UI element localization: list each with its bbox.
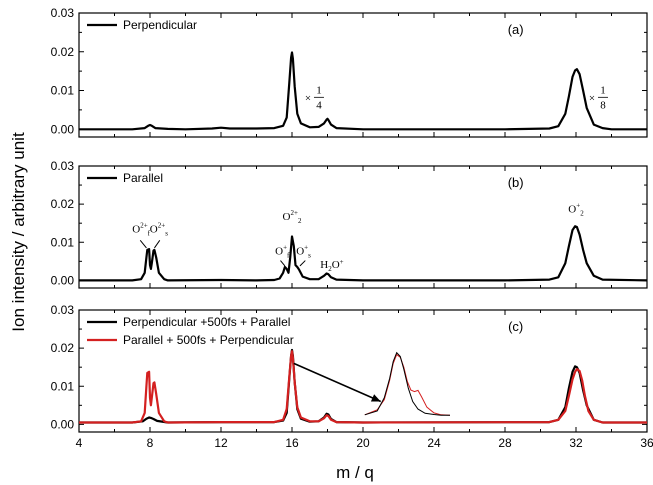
panel-2: 0.00 0.01 0.02 0.03 Perpendicular +500fs + P… — [51, 303, 647, 432]
peak-label-part: + — [304, 243, 308, 251]
label-pointer — [300, 261, 305, 266]
x-tick-label: 28 — [498, 436, 512, 450]
y-tick-label: 0.02 — [51, 197, 75, 211]
y-tick-label: 0.01 — [51, 235, 75, 249]
y-tick-label: 0.03 — [51, 303, 75, 317]
peak-label-part: O — [132, 224, 140, 236]
peak-label-part: 2+ — [291, 209, 299, 217]
peak-label-part: O — [283, 211, 291, 223]
peak-label-part: O — [568, 204, 576, 216]
x-tick-label: 24 — [427, 436, 441, 450]
peak-label-part: 2 — [298, 217, 302, 225]
peak-label-part: + — [283, 243, 287, 251]
series-line-0 — [79, 350, 647, 423]
y-tick-label: 0.03 — [51, 6, 75, 20]
panel-1: 0.000.010.020.03Parallel(b)O2+fO2+sO2+2O… — [51, 159, 647, 288]
y-tick-label: 0.00 — [51, 417, 75, 431]
y-tick-label: 0.03 — [51, 159, 75, 173]
legend-label: Perpendicular — [123, 18, 197, 32]
peak-label: O+s — [296, 243, 311, 259]
series-line-0 — [79, 53, 647, 130]
x-tick-label: 36 — [640, 436, 653, 450]
x-axis: 4 8 12 16 20 24 28 32 36 — [76, 436, 653, 450]
peak-label: H2O+ — [320, 258, 343, 273]
peak-label-part: + — [576, 202, 580, 210]
x-tick-label: 16 — [285, 436, 299, 450]
panels: 0.000.010.020.03Perpendicular(a)×14×180.… — [51, 6, 647, 432]
scale-annotation-numerator: 1 — [316, 84, 322, 96]
scale-annotation-numerator: 1 — [600, 84, 606, 96]
scale-annotation-denominator: 8 — [600, 99, 606, 111]
x-tick-label: 8 — [147, 436, 154, 450]
peak-label-part: 2+ — [158, 222, 166, 230]
x-axis-label: m / q — [336, 463, 374, 482]
peak-label-part: 2+ — [140, 222, 148, 230]
panel-label: (a) — [508, 22, 524, 37]
panel-label: (c) — [508, 319, 523, 334]
panel-0: 0.00 0.01 0.02 0.03 Perpendicular (a) × 1 4 × 1 8 — [51, 6, 647, 137]
panel-label: (b) — [508, 175, 524, 190]
x-tick-label: 20 — [356, 436, 370, 450]
x-tick-label: 4 — [76, 436, 83, 450]
peak-label: O2+2 — [283, 209, 302, 225]
inset-arrow-line — [294, 363, 381, 401]
series-line-0 — [79, 226, 647, 280]
y-tick-label: 0.02 — [51, 45, 75, 59]
scale-annotation-symbol: × — [589, 92, 595, 104]
x-tick-label: 32 — [569, 436, 583, 450]
label-pointer — [280, 261, 284, 266]
y-tick-label: 0.01 — [51, 84, 75, 98]
peak-label-part: 2 — [580, 210, 584, 218]
y-tick-label: 0.01 — [51, 379, 75, 393]
label-pointer — [154, 240, 159, 248]
peak-label: O+2 — [568, 202, 584, 218]
legend-label: Perpendicular +500fs + Parallel — [123, 315, 290, 329]
label-pointer — [140, 240, 146, 248]
y-axis-label: Ion intensity / arbitrary unit — [9, 132, 28, 332]
peak-label-part: H — [320, 259, 328, 271]
peak-label-part: O — [275, 245, 283, 257]
inset-black-line — [365, 353, 450, 416]
peak-label-part: O — [296, 245, 304, 257]
peak-label-part: s — [165, 230, 168, 238]
x-tick-label: 12 — [214, 436, 228, 450]
peak-label-part: s — [308, 251, 311, 259]
inset-plot — [294, 353, 450, 416]
peak-label: O2+s — [150, 222, 168, 238]
scale-annotation-denominator: 4 — [316, 99, 322, 111]
y-tick-label: 0.00 — [51, 273, 75, 287]
y-tick-label: 0.02 — [51, 341, 75, 355]
legend-label: Parallel — [123, 171, 163, 185]
peak-label-part: + — [340, 258, 344, 266]
peak-label-part: O — [332, 259, 340, 271]
peak-label-part: O — [150, 224, 158, 236]
peak-label: O+f — [275, 243, 290, 259]
legend-label: Parallel + 500fs + Perpendicular — [123, 333, 294, 347]
y-tick-label: 0.00 — [51, 122, 75, 136]
scale-annotation-symbol: × — [305, 92, 311, 104]
peak-label: O2+f — [132, 222, 150, 238]
